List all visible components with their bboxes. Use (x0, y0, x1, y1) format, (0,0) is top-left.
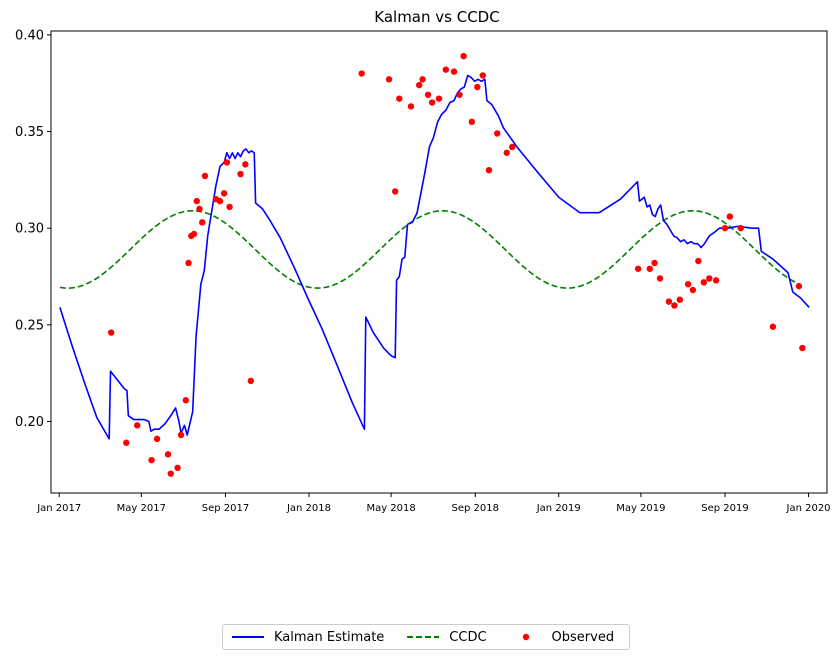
observed-point (247, 377, 255, 385)
legend-label-ccdc: CCDC (449, 629, 487, 645)
legend-item-observed: Observed (510, 629, 615, 645)
observed-point (485, 166, 493, 174)
legend-label-kalman: Kalman Estimate (274, 629, 385, 645)
legend: Kalman Estimate CCDC Observed (222, 624, 630, 650)
x-tick-label: Jan 2019 (536, 503, 581, 514)
observed-point (460, 52, 467, 60)
legend-swatch-ccdc (407, 636, 440, 638)
observed-point (185, 259, 192, 267)
observed-point (237, 170, 244, 178)
observed-point (689, 286, 697, 294)
observed-point (199, 219, 206, 226)
x-tick-label: May 2018 (366, 503, 415, 514)
observed-point (428, 99, 436, 106)
observed-point (493, 130, 501, 137)
legend-swatch-observed (522, 633, 529, 641)
observed-point (799, 344, 806, 352)
observed-point (396, 95, 403, 102)
observed-point (201, 172, 209, 180)
legend-item-ccdc: CCDC (407, 629, 487, 645)
x-tick-label: Jan 2018 (286, 503, 331, 514)
observed-point (726, 213, 734, 220)
observed-point (474, 83, 481, 91)
x-tick-label: May 2019 (616, 503, 665, 514)
observed-point (148, 456, 155, 464)
observed-point (174, 464, 181, 472)
y-tick-label: 0.35 (15, 125, 44, 140)
observed-point (706, 275, 713, 282)
y-tick-label: 0.20 (15, 415, 44, 430)
observed-point (358, 70, 365, 77)
plot-area (59, 52, 810, 477)
observed-point (442, 66, 450, 73)
observed-point (737, 224, 744, 232)
observed-point (226, 203, 233, 211)
observed-point (415, 81, 423, 89)
observed-point (646, 265, 653, 272)
observed-point (503, 149, 510, 156)
observed-point (134, 422, 141, 429)
observed-point (108, 329, 115, 336)
observed-point (795, 282, 803, 290)
observed-point (182, 397, 190, 404)
observed-point (509, 143, 516, 151)
observed-point (190, 230, 198, 238)
legend-swatch-kalman (232, 636, 264, 638)
observed-point (684, 281, 692, 288)
observed-point (407, 103, 415, 110)
observed-point (419, 76, 426, 83)
legend-item-kalman: Kalman Estimate (232, 630, 384, 645)
observed-point (196, 205, 203, 213)
observed-point (695, 257, 702, 265)
observed-point (651, 259, 658, 267)
observed-point (769, 323, 777, 330)
observed-point (216, 197, 224, 205)
observed-point (424, 91, 432, 98)
observed-point (385, 76, 393, 83)
plot-frame (50, 30, 828, 494)
observed-point (712, 277, 720, 284)
observed-point (656, 275, 664, 282)
series-ccdc-line (59, 209, 802, 289)
observed-point (167, 470, 174, 477)
x-tick-label: Jan 2017 (36, 503, 81, 514)
axes: 0.20 0.25 0.30 0.35 0.40 Jan 2017 May 2017 Sep … (15, 28, 831, 514)
observed-point (223, 159, 231, 166)
x-tick-label: May 2017 (117, 503, 166, 514)
observed-point (721, 224, 729, 232)
observed-point (177, 431, 185, 439)
observed-point (123, 439, 130, 446)
observed-point (392, 188, 399, 195)
observed-point (242, 161, 249, 168)
observed-point (665, 298, 673, 305)
legend-label-observed: Observed (551, 629, 615, 645)
observed-point (435, 95, 443, 102)
x-tick-label: Jan 2020 (786, 503, 831, 514)
x-tick-label: Sep 2017 (202, 503, 249, 514)
observed-point (634, 265, 642, 272)
observed-point (479, 72, 486, 79)
observed-point (468, 118, 476, 126)
x-tick-label: Sep 2019 (701, 503, 748, 514)
observed-point (700, 279, 708, 286)
series-kalman-line (59, 74, 810, 440)
observed-point (164, 451, 172, 458)
observed-point (153, 435, 161, 443)
observed-point (671, 302, 678, 309)
observed-point (456, 91, 463, 98)
y-tick-label: 0.30 (15, 222, 44, 237)
y-tick-label: 0.25 (15, 318, 44, 333)
observed-point (676, 296, 684, 303)
observed-point (193, 197, 200, 205)
observed-point (450, 68, 458, 75)
y-tick-label: 0.40 (15, 28, 44, 43)
x-tick-label: Sep 2018 (452, 503, 499, 514)
observed-point (220, 190, 228, 197)
chart-title: Kalman vs CCDC (374, 8, 499, 26)
